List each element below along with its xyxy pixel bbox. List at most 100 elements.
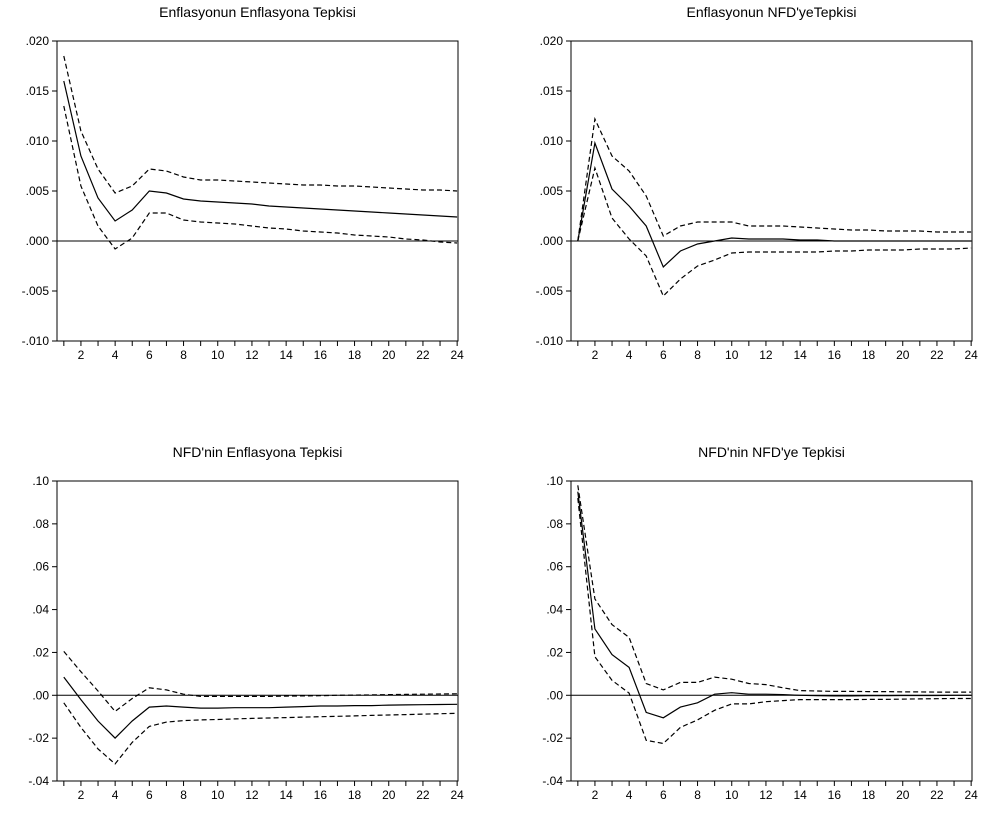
chart-panel-3: NFD'nin Enflasyona Tepkisi .10 .08 .06 .04 .0… [28, 444, 464, 802]
x-tick-label: 12 [245, 788, 259, 802]
x-tick-label: 6 [146, 348, 153, 362]
y-tick-label: .08 [32, 517, 49, 531]
y-tick-label: .06 [546, 560, 563, 574]
x-tick-label: 16 [314, 788, 328, 802]
y-tick-label: -.04 [542, 774, 563, 788]
y-tick-label: .04 [32, 603, 49, 617]
y-tick-label: .06 [32, 560, 49, 574]
y-tick-label: -.005 [536, 284, 564, 298]
x-tick-label: 6 [660, 348, 667, 362]
y-tick-label: .015 [26, 84, 50, 98]
y-tick-label: .010 [26, 134, 50, 148]
y-tick-label: .020 [540, 34, 564, 48]
x-tick-label: 24 [964, 788, 978, 802]
confidence-band-line-1 [63, 55, 458, 194]
y-tick-label: .020 [26, 34, 50, 48]
x-tick-label: 22 [416, 788, 430, 802]
y-tick-label: -.04 [28, 774, 49, 788]
y-tick-label: -.005 [22, 284, 50, 298]
x-tick-label: 16 [314, 348, 328, 362]
chart-title: NFD'nin Enflasyona Tepkisi [173, 444, 343, 460]
y-tick-label: .10 [32, 474, 49, 488]
x-tick-label: 22 [930, 788, 944, 802]
plot-frame [56, 480, 459, 782]
x-tick-label: 22 [930, 348, 944, 362]
x-tick-label: 14 [279, 788, 293, 802]
x-tick-label: 24 [450, 348, 464, 362]
plot-frame [570, 480, 973, 782]
x-tick-label: 12 [759, 788, 773, 802]
y-tick-label: -.02 [28, 731, 49, 745]
x-tick-label: 20 [382, 788, 396, 802]
x-tick-label: 20 [896, 788, 910, 802]
x-tick-label: 12 [759, 348, 773, 362]
y-tick-label: .010 [540, 134, 564, 148]
response-line [577, 140, 972, 269]
x-tick-label: 8 [694, 788, 701, 802]
y-tick-label: .08 [546, 517, 563, 531]
response-line [577, 491, 972, 719]
confidence-band-line-2 [577, 498, 972, 745]
y-tick-label: .005 [540, 184, 564, 198]
y-tick-label: .005 [26, 184, 50, 198]
confidence-band-line-2 [63, 105, 458, 250]
y-tick-label: .015 [540, 84, 564, 98]
x-tick-label: 16 [828, 348, 842, 362]
x-tick-label: 14 [279, 348, 293, 362]
x-tick-label: 10 [725, 788, 739, 802]
y-tick-label: .04 [546, 603, 563, 617]
plot-frame [56, 40, 459, 342]
x-tick-label: 4 [626, 788, 633, 802]
x-tick-label: 24 [450, 788, 464, 802]
chart-panel-1: Enflasyonun Enflasyona Tepkisi .020 .015 .0… [22, 4, 464, 362]
x-tick-label: 2 [78, 348, 85, 362]
y-tick-label: .10 [546, 474, 563, 488]
y-tick-label: .00 [32, 688, 49, 702]
confidence-band-line-2 [63, 702, 458, 765]
y-tick-label: .00 [546, 688, 563, 702]
x-tick-label: 18 [348, 348, 362, 362]
confidence-band-line-1 [577, 485, 972, 693]
chart-title: NFD'nin NFD'ye Tepkisi [698, 444, 845, 460]
x-tick-label: 14 [793, 788, 807, 802]
x-tick-label: 8 [180, 348, 187, 362]
chart-title: Enflasyonun Enflasyona Tepkisi [159, 4, 356, 20]
x-tick-label: 4 [112, 788, 119, 802]
x-tick-label: 10 [211, 348, 225, 362]
x-tick-label: 6 [660, 788, 667, 802]
y-tick-label: -.010 [22, 334, 50, 348]
response-line [63, 80, 458, 222]
x-tick-label: 18 [862, 788, 876, 802]
x-tick-label: 14 [793, 348, 807, 362]
y-tick-label: .02 [546, 645, 563, 659]
plot-frame [570, 40, 973, 342]
confidence-band-line-2 [577, 165, 972, 298]
x-tick-label: 4 [626, 348, 633, 362]
x-tick-label: 18 [348, 788, 362, 802]
x-tick-label: 2 [592, 788, 599, 802]
x-tick-label: 8 [180, 788, 187, 802]
y-tick-label: -.010 [536, 334, 564, 348]
x-tick-label: 12 [245, 348, 259, 362]
x-tick-label: 18 [862, 348, 876, 362]
x-tick-label: 8 [694, 348, 701, 362]
x-tick-label: 24 [964, 348, 978, 362]
y-tick-label: -.02 [542, 731, 563, 745]
x-tick-label: 2 [78, 788, 85, 802]
chart-title: Enflasyonun NFD'yeTepkisi [687, 4, 857, 20]
confidence-band-line-1 [577, 116, 972, 242]
y-tick-label: .02 [32, 645, 49, 659]
x-tick-label: 2 [592, 348, 599, 362]
x-tick-label: 4 [112, 348, 119, 362]
y-tick-label: .000 [540, 234, 564, 248]
x-tick-label: 10 [211, 788, 225, 802]
chart-panel-4: NFD'nin NFD'ye Tepkisi .10 .08 .06 .04 .02 .00… [542, 444, 978, 802]
x-tick-label: 6 [146, 788, 153, 802]
x-tick-label: 20 [896, 348, 910, 362]
response-line [63, 676, 458, 739]
x-tick-label: 10 [725, 348, 739, 362]
confidence-band-line-1 [63, 651, 458, 713]
x-tick-label: 16 [828, 788, 842, 802]
x-tick-label: 20 [382, 348, 396, 362]
